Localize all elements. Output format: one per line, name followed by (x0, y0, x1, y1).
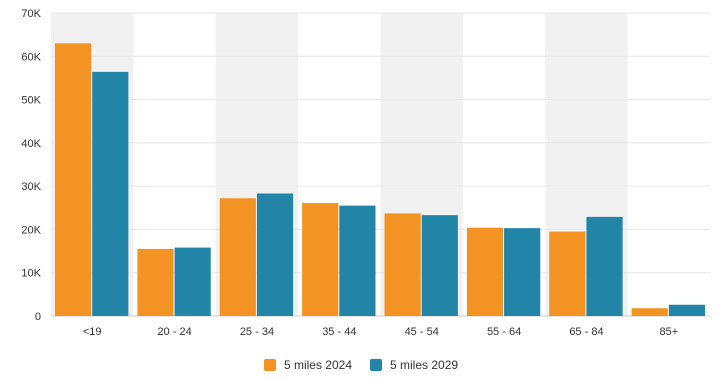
legend-label-2024: 5 miles 2024 (283, 358, 352, 372)
bar-2029-4 (421, 215, 458, 316)
y-tick-label: 20K (21, 224, 41, 236)
x-tick-label: 65 - 84 (569, 326, 603, 338)
bar-2029-3 (339, 205, 376, 316)
bar-2024-6 (549, 231, 586, 316)
bar-2029-6 (586, 216, 623, 316)
y-tick-label: 70K (21, 8, 41, 20)
y-tick-label: 0 (35, 311, 41, 323)
legend-swatch-2024 (263, 359, 276, 371)
bar-2029-2 (256, 193, 294, 316)
legend-swatch-2029 (370, 359, 382, 371)
bar-2029-1 (174, 247, 211, 316)
legend-item-2024[interactable]: 5 miles 2024 (263, 358, 352, 372)
bar-2024-5 (466, 227, 504, 316)
bar-2029-7 (668, 304, 705, 316)
bar-2029-0 (92, 71, 129, 317)
bar-chart: 0 10K 20K 30K 40K 50K 60K 70K <19 20 - 24 25 - 34… (21, 8, 710, 338)
bar-2029-5 (504, 228, 541, 316)
legend-item-2029[interactable]: 5 miles 2029 (370, 358, 458, 372)
bar-2024-1 (137, 248, 174, 316)
chart-legend: 5 miles 2024 5 miles 2029 (0, 358, 722, 372)
bar-2024-2 (219, 198, 256, 316)
y-tick-label: 30K (21, 181, 41, 193)
bar-2024-4 (384, 213, 421, 316)
bar-2024-3 (302, 203, 339, 316)
y-tick-label: 40K (21, 138, 41, 150)
x-tick-label: 55 - 64 (487, 326, 521, 338)
bar-2024-0 (55, 43, 92, 317)
x-tick-label: 25 - 34 (240, 326, 274, 338)
x-tick-label: 85+ (659, 326, 678, 338)
y-tick-label: 50K (21, 95, 41, 107)
x-tick-label: 35 - 44 (322, 326, 356, 338)
x-tick-label: <19 (83, 326, 102, 338)
y-tick-label: 60K (21, 51, 41, 63)
x-tick-label: 45 - 54 (405, 326, 439, 338)
legend-label-2029: 5 miles 2029 (390, 358, 459, 372)
bar-2024-7 (631, 308, 668, 316)
y-tick-label: 10K (21, 268, 41, 280)
x-tick-label: 20 - 24 (157, 326, 191, 338)
